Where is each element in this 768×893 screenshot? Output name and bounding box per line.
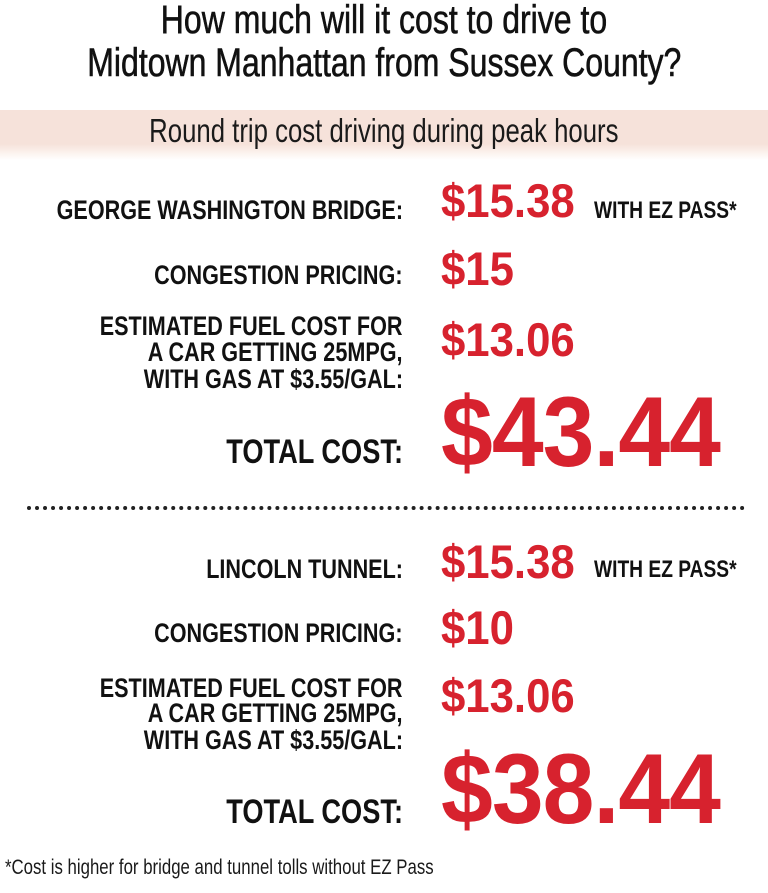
total-label: TOTAL COST: (226, 433, 403, 471)
subtitle: Round trip cost driving during peak hour… (0, 113, 768, 149)
footnote: *Cost is higher for bridge and tunnel to… (5, 856, 434, 879)
toll-value: $15.38 (441, 535, 575, 588)
total-label: TOTAL COST: (226, 793, 403, 831)
dotted-divider (27, 506, 745, 510)
fuel-label-line-1: ESTIMATED FUEL COST FOR (100, 673, 403, 703)
toll-note: WITH EZ PASS* (594, 197, 737, 224)
title-line-2: Midtown Manhattan from Sussex County? (0, 41, 768, 85)
fuel-label-line-3: WITH GAS AT $3.55/GAL: (143, 725, 403, 755)
congestion-label: CONGESTION PRICING: (154, 618, 403, 648)
fuel-value: $13.06 (441, 669, 575, 722)
subtitle-band (0, 110, 768, 160)
title-text-2: Midtown Manhattan from Sussex County? (86, 41, 682, 85)
fuel-label-line-1: ESTIMATED FUEL COST FOR (100, 311, 403, 341)
subtitle-text: Round trip cost driving during peak hour… (149, 112, 619, 149)
fuel-value: $13.06 (441, 313, 575, 366)
congestion-value: $10 (441, 601, 514, 654)
total-value: $38.44 (441, 733, 721, 844)
fuel-label-line-3: WITH GAS AT $3.55/GAL: (143, 364, 403, 394)
fuel-label-line-2: A CAR GETTING 25MPG, (148, 337, 403, 367)
toll-note: WITH EZ PASS* (594, 556, 737, 583)
fuel-label-line-2: A CAR GETTING 25MPG, (148, 698, 403, 728)
congestion-label: CONGESTION PRICING: (154, 260, 403, 290)
title-text-1: How much will it cost to drive to (160, 0, 608, 42)
toll-label: GEORGE WASHINGTON BRIDGE: (56, 195, 403, 225)
total-value: $43.44 (441, 376, 721, 487)
congestion-value: $15 (441, 242, 514, 295)
title-line-1: How much will it cost to drive to (0, 0, 768, 40)
toll-value: $15.38 (441, 174, 575, 227)
toll-label: LINCOLN TUNNEL: (206, 554, 403, 584)
